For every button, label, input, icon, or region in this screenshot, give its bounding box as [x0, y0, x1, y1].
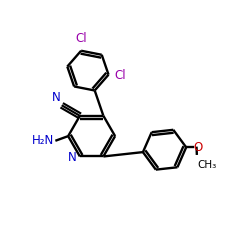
Text: N: N: [68, 151, 77, 164]
Text: N: N: [52, 91, 60, 104]
Text: H₂N: H₂N: [32, 134, 54, 147]
Text: CH₃: CH₃: [197, 160, 216, 170]
Text: Cl: Cl: [75, 32, 87, 44]
Text: Cl: Cl: [114, 70, 126, 82]
Text: O: O: [194, 141, 203, 154]
